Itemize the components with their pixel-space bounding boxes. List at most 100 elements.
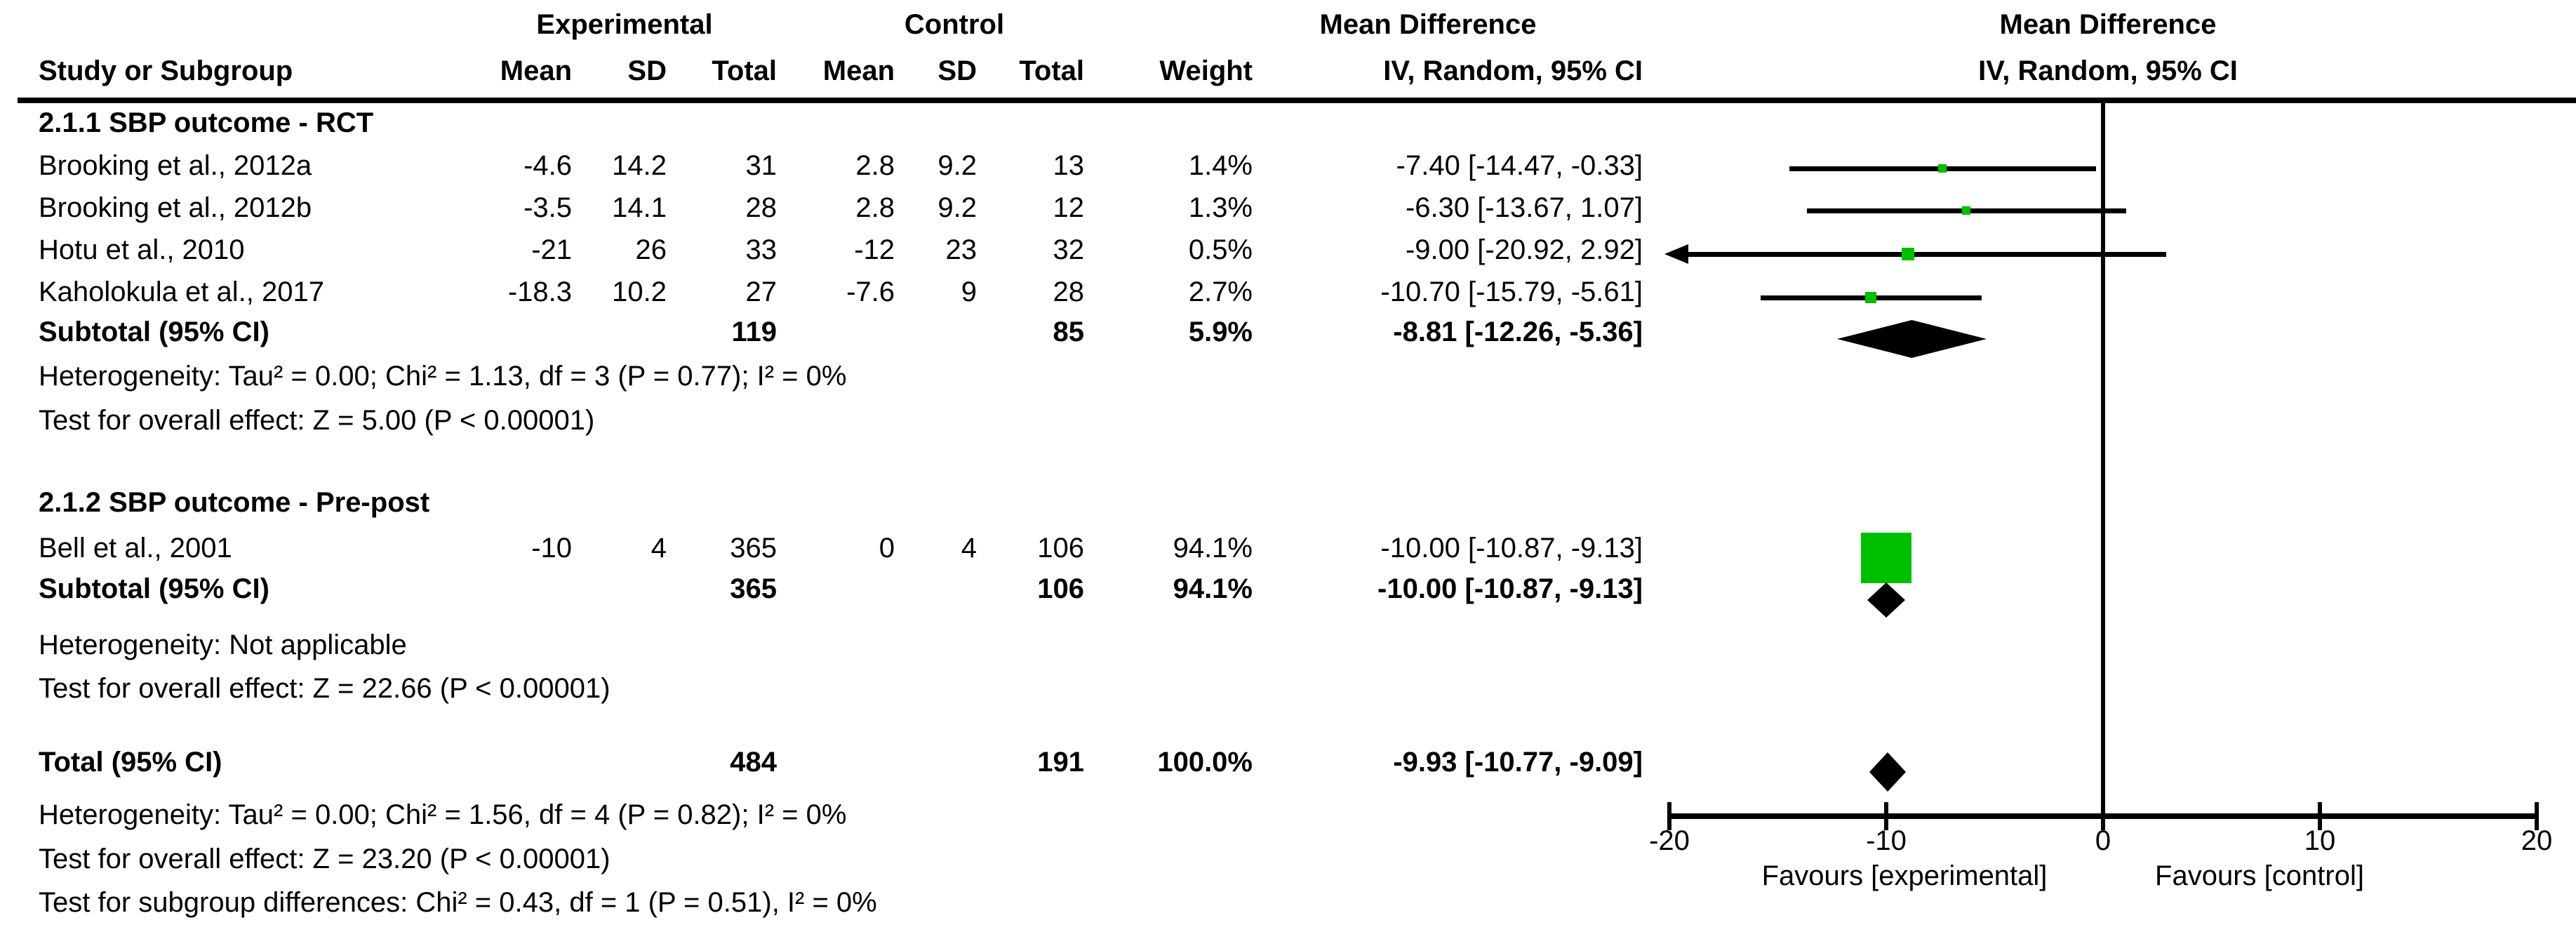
column-header-row: Study or Subgroup Mean SD Total Mean SD … xyxy=(0,50,2576,92)
weight: 1.3% xyxy=(1188,192,1253,223)
control-group-label: Control xyxy=(904,9,1005,40)
subgroup-differences-row: Test for subgroup differences: Chi² = 0.… xyxy=(0,881,2576,924)
exp-sd: 4 xyxy=(650,533,667,564)
exp-mean: -10 xyxy=(531,533,572,564)
ci-text: -10.70 [-15.79, -5.61] xyxy=(1380,277,1643,307)
exp-total: 365 xyxy=(730,533,777,564)
weight: 0.5% xyxy=(1188,234,1253,265)
total-heterogeneity-row: Heterogeneity: Tau² = 0.00; Chi² = 1.56,… xyxy=(0,794,2576,836)
overall-effect-text: Test for overall effect: Z = 22.66 (P < … xyxy=(39,673,610,704)
ctl-total: 106 xyxy=(1037,573,1084,604)
total-row: Total (95% CI) 484 191 100.0% -9.93 [-10… xyxy=(0,741,2576,783)
subgroup1-heterogeneity-row: Heterogeneity: Tau² = 0.00; Chi² = 1.13,… xyxy=(0,355,2576,397)
exp-total: 365 xyxy=(730,573,777,604)
exp-sd: 14.1 xyxy=(612,192,667,223)
study-name: Hotu et al., 2010 xyxy=(39,234,245,265)
weight: 2.7% xyxy=(1188,277,1253,307)
heterogeneity-text: Heterogeneity: Not applicable xyxy=(39,630,407,660)
subtotal-label: Subtotal (95% CI) xyxy=(39,573,269,604)
subgroup-differences-text: Test for subgroup differences: Chi² = 0.… xyxy=(39,887,877,918)
x-axis-label-20: 20 xyxy=(2521,825,2553,856)
ctl-mean-column-header: Mean xyxy=(822,55,895,86)
exp-mean: -4.6 xyxy=(523,150,572,181)
exp-total: 27 xyxy=(745,277,778,307)
ci-text: -10.00 [-10.87, -9.13] xyxy=(1377,573,1643,604)
ctl-mean: 0 xyxy=(879,533,895,564)
study-row-bell-2001: Bell et al., 2001 -10 4 365 0 4 106 94.1… xyxy=(0,527,2576,569)
x-axis-tick-20 xyxy=(2535,802,2539,830)
exp-sd: 14.2 xyxy=(612,150,667,181)
header-separator-line xyxy=(18,98,2576,103)
x-axis-tick-neg20 xyxy=(1667,802,1671,830)
ctl-total: 12 xyxy=(1053,192,1085,223)
favours-control-label: Favours [control] xyxy=(2155,860,2364,891)
study-row-hotu-2010: Hotu et al., 2010 -21 26 33 -12 23 32 0.… xyxy=(0,229,2576,271)
weight: 94.1% xyxy=(1173,573,1253,604)
ctl-sd: 4 xyxy=(961,533,977,564)
x-axis-label-neg20: -20 xyxy=(1649,825,1690,856)
weight: 100.0% xyxy=(1157,747,1253,778)
x-axis-label-neg10: -10 xyxy=(1866,825,1907,856)
ctl-sd: 9 xyxy=(961,277,977,307)
subtotal-label: Subtotal (95% CI) xyxy=(39,317,269,347)
ctl-mean: -7.6 xyxy=(846,277,895,307)
ci-column-header: IV, Random, 95% CI xyxy=(1383,55,1643,86)
weight: 1.4% xyxy=(1188,150,1253,181)
exp-total: 28 xyxy=(745,192,778,223)
ci-text: -8.81 [-12.26, -5.36] xyxy=(1393,317,1643,347)
ctl-sd-column-header: SD xyxy=(937,55,977,86)
mean-difference-label: Mean Difference xyxy=(1319,9,1537,40)
exp-total: 31 xyxy=(745,150,778,181)
study-name: Brooking et al., 2012b xyxy=(39,192,312,223)
point-square-brooking-2012b xyxy=(1962,206,1970,215)
ctl-mean: 2.8 xyxy=(855,150,895,181)
heterogeneity-text: Heterogeneity: Tau² = 0.00; Chi² = 1.13,… xyxy=(39,361,847,392)
exp-mean: -18.3 xyxy=(507,277,572,307)
ctl-total-column-header: Total xyxy=(1019,55,1084,86)
x-axis-tick-neg10 xyxy=(1884,802,1888,830)
x-axis-tick-10 xyxy=(2318,802,2322,830)
ctl-total: 32 xyxy=(1053,234,1085,265)
ci-text: -6.30 [-13.67, 1.07] xyxy=(1405,192,1643,223)
point-square-hotu-2010 xyxy=(1902,248,1914,260)
x-axis-label-10: 10 xyxy=(2304,825,2336,856)
ci-text: -9.00 [-20.92, 2.92] xyxy=(1405,234,1643,265)
study-row-kaholokula-2017: Kaholokula et al., 2017 -18.3 10.2 27 -7… xyxy=(0,271,2576,313)
ci-line-hotu-2010 xyxy=(1684,252,2166,257)
point-square-kaholokula-2017 xyxy=(1865,292,1876,303)
study-column-header: Study or Subgroup xyxy=(39,55,293,86)
weight-column-header: Weight xyxy=(1159,55,1253,86)
study-row-brooking-2012b: Brooking et al., 2012b -3.5 14.1 28 2.8 … xyxy=(0,187,2576,229)
subgroup1-overall-effect-row: Test for overall effect: Z = 5.00 (P < 0… xyxy=(0,399,2576,441)
ctl-total: 191 xyxy=(1037,747,1084,778)
subgroup2-title-row: 2.1.2 SBP outcome - Pre-post xyxy=(0,481,2576,524)
exp-total: 484 xyxy=(730,747,777,778)
exp-mean-column-header: Mean xyxy=(500,55,572,86)
exp-mean: -3.5 xyxy=(523,192,572,223)
ctl-sd: 9.2 xyxy=(937,192,977,223)
exp-total: 119 xyxy=(731,317,777,347)
ctl-mean: 2.8 xyxy=(855,192,895,223)
ci-text: -10.00 [-10.87, -9.13] xyxy=(1380,533,1643,564)
study-name: Kaholokula et al., 2017 xyxy=(39,277,324,307)
subgroup1-subtotal-row: Subtotal (95% CI) 119 85 5.9% -8.81 [-12… xyxy=(0,311,2576,353)
point-square-brooking-2012a xyxy=(1938,164,1947,173)
overall-effect-text: Test for overall effect: Z = 23.20 (P < … xyxy=(39,844,610,874)
ctl-mean: -12 xyxy=(854,234,895,265)
study-name: Brooking et al., 2012a xyxy=(39,150,312,181)
exp-sd-column-header: SD xyxy=(627,55,667,86)
ctl-sd: 9.2 xyxy=(937,150,977,181)
experimental-group-label: Experimental xyxy=(536,9,713,40)
subgroup2-subtotal-row: Subtotal (95% CI) 365 106 94.1% -10.00 [… xyxy=(0,568,2576,610)
weight: 94.1% xyxy=(1173,533,1253,564)
mean-difference-plot-label: Mean Difference xyxy=(1999,9,2217,40)
group-header-row: Experimental Control Mean Difference Mea… xyxy=(0,4,2576,46)
exp-sd: 26 xyxy=(635,234,667,265)
ctl-sd: 23 xyxy=(945,234,977,265)
study-row-brooking-2012a: Brooking et al., 2012a -4.6 14.2 31 2.8 … xyxy=(0,145,2576,187)
exp-mean: -21 xyxy=(531,234,572,265)
heterogeneity-text: Heterogeneity: Tau² = 0.00; Chi² = 1.56,… xyxy=(39,799,847,830)
study-name: Bell et al., 2001 xyxy=(39,533,232,564)
ctl-total: 28 xyxy=(1053,277,1085,307)
